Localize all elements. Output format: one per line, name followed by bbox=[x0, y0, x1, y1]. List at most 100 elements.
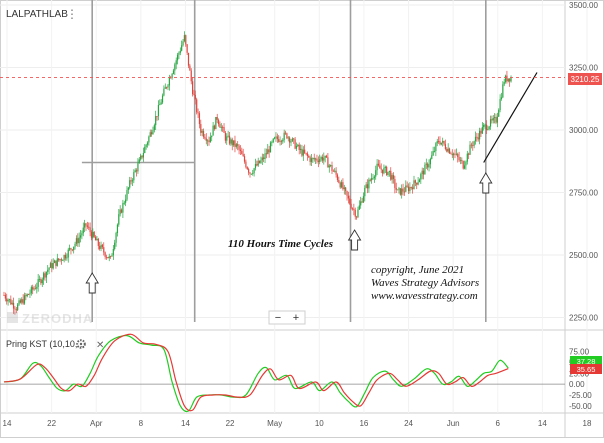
candle-body bbox=[380, 168, 382, 170]
candle-body bbox=[479, 130, 481, 140]
kst-signal-value: 37.28 bbox=[577, 357, 596, 366]
candle-body bbox=[376, 163, 378, 171]
candle-body bbox=[489, 119, 492, 127]
candle-body bbox=[249, 172, 251, 174]
candle-body bbox=[289, 137, 291, 143]
kst-indicator bbox=[3, 333, 509, 413]
candle-body bbox=[161, 95, 164, 103]
candle-body bbox=[23, 295, 26, 304]
candle-body bbox=[361, 201, 363, 203]
candle-body bbox=[438, 141, 440, 142]
candle-body bbox=[73, 246, 75, 251]
candle-body bbox=[30, 287, 32, 294]
kst-tick-label: 75.00 bbox=[569, 348, 590, 357]
candle-body bbox=[283, 132, 285, 140]
candle-body bbox=[204, 136, 206, 139]
candle-body bbox=[196, 99, 198, 113]
candle-body bbox=[320, 157, 322, 160]
more-menu-icon[interactable]: ⋮ bbox=[66, 7, 78, 21]
zoom-in-button[interactable]: + bbox=[293, 312, 299, 324]
zoom-out-button[interactable]: − bbox=[275, 312, 281, 324]
candle-body bbox=[403, 191, 406, 193]
candle-body bbox=[107, 257, 109, 259]
candle-body bbox=[313, 158, 315, 160]
candle-body bbox=[350, 203, 352, 209]
candle-body bbox=[226, 136, 228, 141]
candle-body bbox=[466, 153, 468, 162]
candle-body bbox=[310, 158, 313, 162]
candle-body bbox=[398, 188, 400, 190]
kst-signal-line bbox=[3, 334, 509, 413]
candle-body bbox=[246, 167, 248, 170]
candle-body bbox=[500, 97, 503, 100]
candle-body bbox=[414, 180, 416, 183]
candle-body bbox=[135, 170, 138, 172]
candle-body bbox=[455, 153, 457, 155]
candle-body bbox=[468, 153, 470, 155]
time-tick-label: Apr bbox=[90, 419, 103, 428]
candle-body bbox=[432, 151, 434, 156]
candle-body bbox=[224, 132, 226, 141]
candle-body bbox=[392, 175, 395, 180]
candle-body bbox=[312, 158, 314, 159]
candle-body bbox=[38, 279, 41, 280]
candle-body bbox=[431, 155, 433, 159]
candle-body bbox=[118, 214, 120, 225]
candle-body bbox=[44, 273, 46, 278]
candle-body bbox=[67, 249, 69, 258]
candle-body bbox=[104, 252, 106, 257]
candle-body bbox=[308, 155, 310, 158]
candle-body bbox=[506, 75, 508, 82]
candle-body bbox=[428, 164, 430, 168]
candle-body bbox=[457, 153, 459, 158]
close-indicator-icon[interactable]: ✕ bbox=[96, 340, 104, 351]
copyright-line: copyright, June 2021 bbox=[371, 264, 464, 276]
candle-body bbox=[253, 168, 255, 174]
candle-body bbox=[241, 150, 243, 155]
candle-body bbox=[227, 135, 229, 137]
candle-body bbox=[275, 136, 277, 138]
candle-body bbox=[349, 198, 351, 204]
cycles-annotation: 110 Hours Time Cycles bbox=[228, 238, 333, 250]
candle-body bbox=[360, 201, 362, 206]
candle-body bbox=[22, 299, 24, 304]
candle-body bbox=[238, 145, 240, 150]
candle-body bbox=[298, 144, 300, 150]
candle-body bbox=[459, 159, 462, 161]
candle-body bbox=[364, 187, 366, 197]
candle-body bbox=[63, 254, 65, 261]
company-line: Waves Strategy Advisors bbox=[371, 277, 479, 289]
candle-body bbox=[157, 104, 160, 117]
candle-body bbox=[304, 149, 306, 153]
candle-body bbox=[97, 238, 99, 246]
candle-body bbox=[284, 132, 287, 134]
candle-body bbox=[134, 170, 136, 173]
candle-body bbox=[64, 254, 67, 259]
candle-body bbox=[19, 300, 21, 303]
candle-body bbox=[503, 82, 505, 85]
candle-body bbox=[34, 288, 37, 290]
candle-body bbox=[286, 133, 288, 139]
candle-body bbox=[89, 227, 91, 233]
candle-body bbox=[509, 78, 511, 82]
candle-body bbox=[433, 150, 436, 152]
settings-icon[interactable] bbox=[76, 339, 86, 349]
candle-body bbox=[448, 148, 451, 154]
candle-body bbox=[330, 165, 332, 166]
candle-body bbox=[362, 196, 365, 203]
candle-body bbox=[59, 259, 61, 261]
candle-body bbox=[421, 170, 423, 175]
candle-body bbox=[429, 158, 431, 165]
candle-body bbox=[453, 153, 455, 156]
candle-body bbox=[90, 232, 93, 238]
time-tick-label: 8 bbox=[139, 419, 144, 428]
candle-body bbox=[189, 65, 191, 71]
candle-body bbox=[248, 169, 250, 173]
candle-body bbox=[84, 223, 86, 228]
candle-body bbox=[219, 124, 221, 128]
candle-body bbox=[454, 153, 456, 155]
candle-body bbox=[36, 286, 38, 289]
candle-body bbox=[148, 136, 150, 143]
candle-body bbox=[167, 85, 169, 88]
